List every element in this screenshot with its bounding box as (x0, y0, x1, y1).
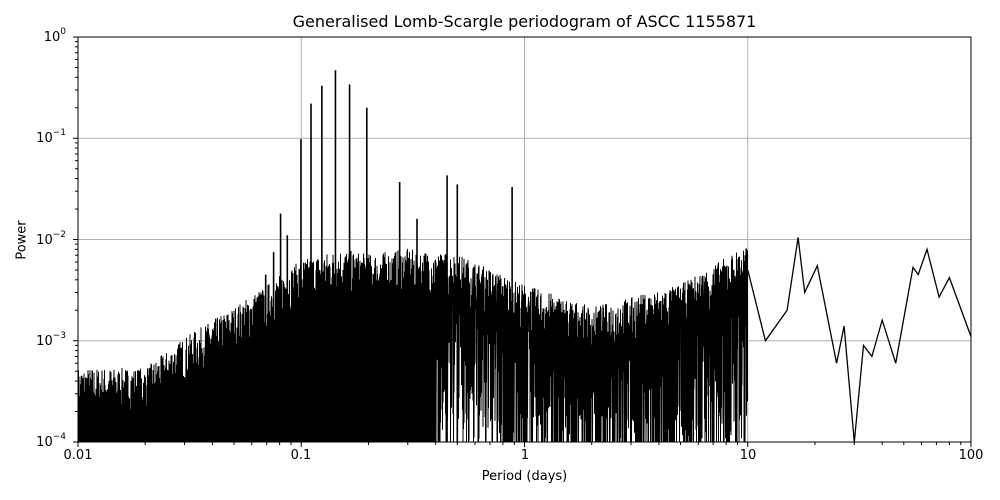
x-tick-label: 100 (958, 448, 984, 463)
x-tick-label: 0.1 (290, 448, 312, 463)
peak-lines (264, 70, 513, 442)
x-tick-label: 1 (520, 448, 530, 463)
y-tick-label: 100 (43, 26, 66, 46)
y-tick-label: 10−1 (36, 127, 66, 147)
y-tick-label: 10−3 (36, 330, 66, 350)
x-axis-label: Period (days) (481, 469, 568, 484)
y-tick-label: 10−4 (36, 431, 66, 451)
x-tick-label: 0.01 (63, 448, 93, 463)
chart-title: Generalised Lomb-Scargle periodogram of … (292, 12, 757, 31)
dense-noise-floor (77, 248, 748, 443)
x-tick-label: 10 (739, 448, 757, 463)
axis-ticks (73, 36, 972, 447)
y-axis-label: Power (14, 220, 30, 260)
y-tick-label: 10−2 (36, 229, 66, 249)
periodogram-curve (747, 237, 972, 443)
